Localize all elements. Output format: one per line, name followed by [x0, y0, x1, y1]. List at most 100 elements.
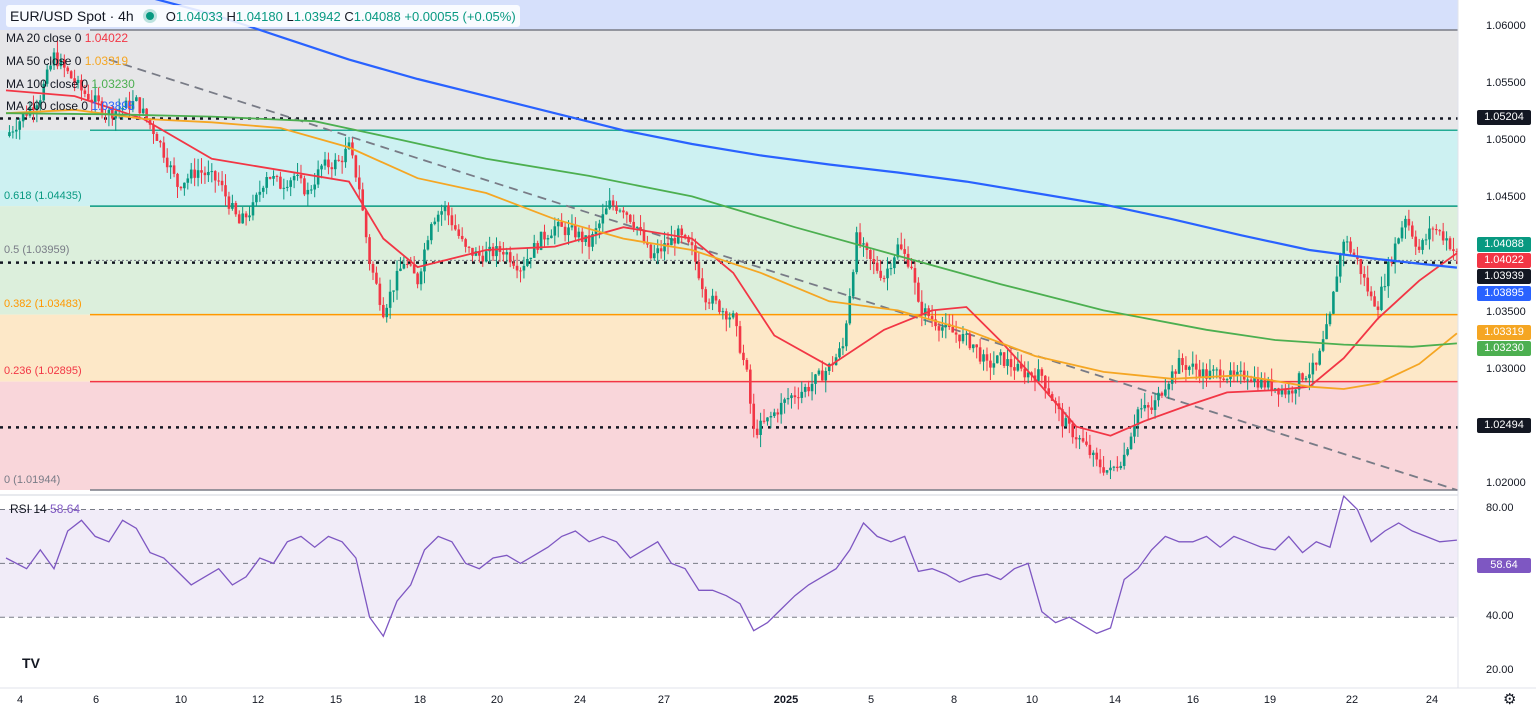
symbol-title[interactable]: EUR/USD Spot · 4h: [10, 8, 134, 24]
candle-body: [1074, 437, 1078, 440]
time-tick: 12: [251, 694, 265, 706]
candle-body: [635, 227, 639, 229]
legend-ma20[interactable]: MA 20 close 0 1.04022: [6, 31, 129, 45]
candle-body: [1129, 436, 1133, 450]
candle-body: [989, 360, 992, 368]
time-tick: 14: [1108, 694, 1122, 706]
candle-body: [1294, 389, 1297, 394]
candle-body: [303, 178, 306, 195]
candle-body: [1266, 379, 1270, 388]
candle-body: [906, 253, 910, 267]
candle-body: [1421, 240, 1424, 250]
candle-body: [285, 186, 289, 188]
chart-header: EUR/USD Spot · 4h O1.04033 H1.04180 L1.0…: [6, 5, 520, 27]
candle-body: [11, 131, 15, 133]
price-tick: 1.03500: [1486, 306, 1526, 318]
candle-body: [1105, 470, 1109, 473]
fib-label-0382: 0.382 (1.03483): [4, 298, 82, 310]
candle-body: [66, 67, 70, 72]
candle-body: [1366, 277, 1370, 292]
candle-body: [841, 346, 845, 349]
legend-ma100[interactable]: MA 100 close 0 1.03230: [6, 77, 135, 91]
candle-body: [800, 391, 804, 398]
candle-body: [1290, 390, 1294, 394]
candle-body: [1448, 238, 1452, 250]
gear-icon[interactable]: ⚙: [1503, 691, 1517, 708]
candle-body: [1122, 454, 1126, 466]
candle-body: [186, 178, 190, 183]
candle-body: [522, 265, 526, 271]
legend-ma50[interactable]: MA 50 close 0 1.03319: [6, 54, 129, 68]
time-tick: 6: [92, 694, 100, 706]
candle-body: [340, 160, 344, 163]
candle-body: [1380, 286, 1383, 310]
candle-body: [1078, 438, 1081, 440]
candle-body: [231, 202, 234, 209]
candle-body: [896, 244, 900, 258]
candle-body: [39, 100, 42, 106]
candle-body: [539, 231, 543, 250]
candle-body: [35, 105, 39, 111]
candle-body: [430, 224, 433, 241]
candle-body: [1236, 371, 1239, 376]
candle-body: [436, 214, 440, 222]
candle-body: [241, 213, 244, 224]
candle-body: [1109, 467, 1112, 471]
candle-body: [567, 227, 570, 236]
candle-body: [992, 363, 996, 368]
candle-body: [25, 113, 28, 116]
candle-body: [42, 83, 46, 101]
moving-averages: [5, 0, 1458, 437]
candle-body: [1404, 218, 1407, 228]
candle-body: [1441, 231, 1445, 241]
candle-body: [718, 300, 721, 313]
candle-body: [282, 187, 286, 189]
candle-body: [937, 326, 941, 331]
candle-body: [169, 165, 172, 168]
time-tick: 27: [657, 694, 671, 706]
candle-body: [272, 176, 275, 179]
candle-body: [152, 124, 155, 134]
candle-body: [1287, 390, 1291, 395]
candle-body: [879, 270, 882, 278]
candle-body: [608, 200, 611, 209]
candle-body: [604, 208, 608, 215]
candle-body: [176, 173, 179, 187]
candle-body: [1150, 407, 1153, 410]
candle-body: [899, 244, 903, 250]
candle-body: [1390, 261, 1394, 263]
legend-ma200[interactable]: MA 200 close 0 1.03895: [6, 99, 135, 113]
candle-body: [680, 228, 684, 235]
rsi-legend[interactable]: RSI 14 58.64: [10, 502, 81, 516]
candle-body: [913, 268, 917, 283]
change-readout: +0.00055 (+0.05%): [404, 8, 516, 24]
candle-body: [659, 248, 663, 252]
candle-body: [1301, 373, 1304, 380]
candle-body: [615, 205, 618, 211]
candle-body: [673, 238, 677, 244]
candle-body: [893, 257, 896, 269]
candle-body: [745, 360, 749, 370]
candle-body: [52, 52, 56, 66]
candle-body: [323, 159, 327, 166]
candle-body: [601, 214, 605, 224]
candle-body: [642, 230, 646, 243]
candle-body: [217, 180, 220, 182]
candle-body: [299, 174, 303, 179]
candle-body: [423, 249, 426, 272]
candle-body: [999, 352, 1002, 356]
candle-body: [1225, 379, 1229, 381]
candle-body: [742, 352, 745, 361]
candle-body: [749, 369, 752, 404]
candle-body: [309, 189, 313, 191]
candle-body: [1061, 409, 1064, 427]
candle-body: [951, 326, 954, 333]
tradingview-logo-icon[interactable]: TV: [14, 652, 48, 674]
candle-body: [700, 278, 704, 290]
candle-body: [484, 251, 488, 262]
candle-body: [704, 289, 708, 303]
candle-body: [1260, 379, 1263, 388]
candle-body: [364, 210, 368, 238]
candle-body: [471, 247, 474, 256]
